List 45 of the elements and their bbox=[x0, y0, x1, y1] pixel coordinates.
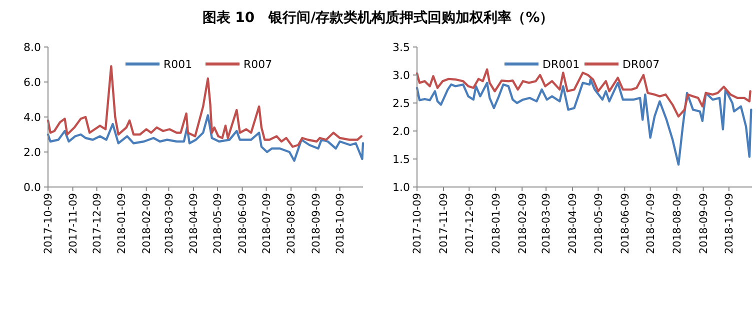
x-tick-label: 2018-05-09 bbox=[592, 193, 605, 254]
y-tick-label: 3.5 bbox=[392, 40, 410, 54]
x-tick-label: 2018-03-09 bbox=[163, 193, 176, 254]
line-series bbox=[416, 78, 752, 166]
line-series bbox=[416, 68, 752, 118]
x-tick-label: 2018-08-09 bbox=[286, 193, 298, 254]
legend-label: DR007 bbox=[622, 58, 660, 71]
x-tick-label: 2018-05-09 bbox=[212, 193, 224, 254]
y-tick-label: 6.0 bbox=[24, 76, 41, 89]
y-tick-label: 2.0 bbox=[24, 146, 41, 159]
x-tick-label: 2018-08-09 bbox=[671, 193, 684, 254]
y-tick-label: 3.0 bbox=[392, 68, 410, 82]
y-tick-label: 8.0 bbox=[24, 40, 41, 54]
x-tick-label: 2017-11-09 bbox=[67, 193, 80, 254]
y-tick-label: 4.0 bbox=[24, 110, 41, 124]
x-tick-label: 2018-07-09 bbox=[260, 193, 273, 254]
x-tick-label: 2018-01-09 bbox=[116, 193, 128, 254]
y-tick-label: 1.0 bbox=[392, 180, 410, 194]
x-tick-label: 2018-01-09 bbox=[490, 193, 502, 254]
x-tick-label: 2018-07-09 bbox=[644, 193, 657, 254]
y-tick-label: 1.5 bbox=[392, 152, 410, 166]
y-tick-label: 2.5 bbox=[392, 96, 410, 110]
x-tick-label: 2018-02-09 bbox=[516, 193, 529, 254]
y-tick-label: 0.0 bbox=[24, 180, 41, 194]
line-series bbox=[46, 114, 364, 162]
x-tick-label: 2018-02-09 bbox=[141, 193, 154, 254]
x-tick-label: 2018-09-09 bbox=[310, 193, 323, 254]
x-tick-label: 2018-09-09 bbox=[698, 193, 710, 254]
x-tick-label: 2018-06-09 bbox=[619, 193, 632, 254]
x-tick-label: 2018-10-09 bbox=[334, 193, 346, 254]
x-tick-label: 2017-11-09 bbox=[438, 193, 450, 254]
x-tick-label: 2017-12-09 bbox=[464, 193, 476, 254]
x-tick-label: 2018-03-09 bbox=[540, 193, 553, 254]
x-tick-label: 2017-10-09 bbox=[42, 193, 55, 254]
chart-title: 图表 10 银行间/存款类机构质押式回购加权利率（%） bbox=[202, 9, 554, 26]
x-tick-label: 2018-04-09 bbox=[567, 193, 580, 254]
x-tick-label: 2017-12-09 bbox=[91, 193, 104, 254]
legend-label: R007 bbox=[244, 58, 272, 71]
x-tick-label: 2018-04-09 bbox=[188, 193, 200, 254]
x-tick-label: 2018-10-09 bbox=[724, 193, 736, 254]
y-tick-label: 2.0 bbox=[392, 124, 410, 138]
x-tick-label: 2018-06-09 bbox=[236, 193, 249, 254]
x-tick-label: 2017-10-09 bbox=[412, 193, 424, 254]
legend-label: DR001 bbox=[542, 58, 580, 71]
legend-label: R001 bbox=[164, 58, 192, 71]
